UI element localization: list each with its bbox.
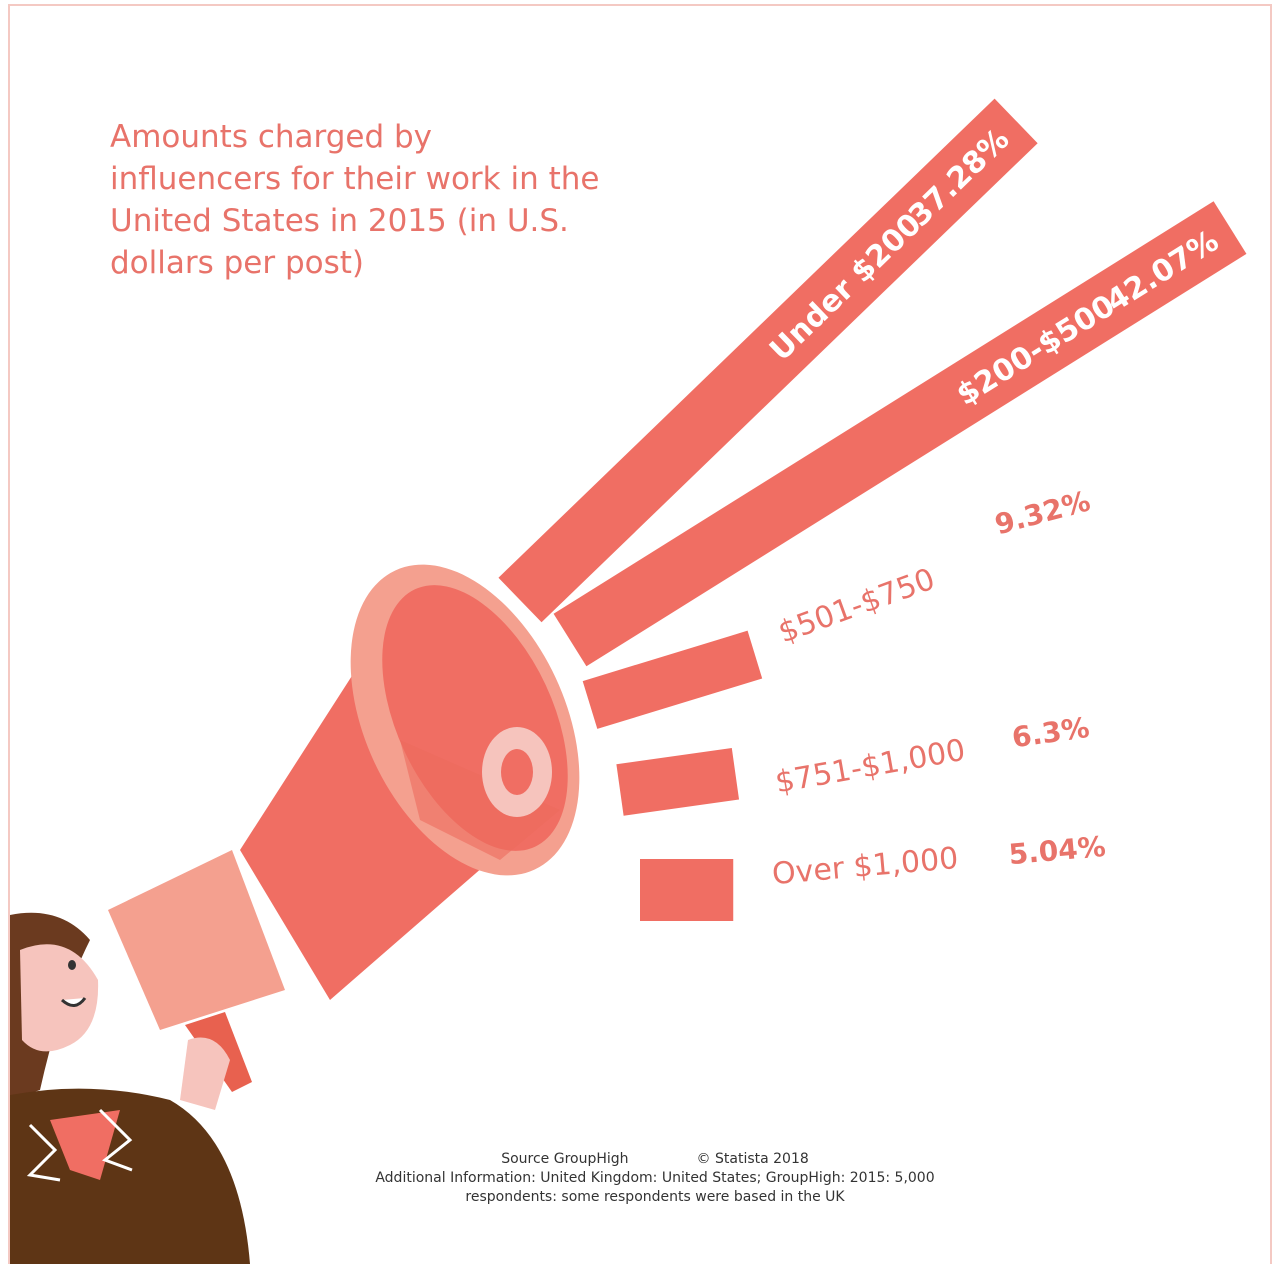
megaphone — [108, 564, 580, 1092]
bar — [640, 859, 734, 921]
bar-group — [640, 859, 734, 921]
category-label: $501-$750 — [774, 562, 940, 651]
value-label: 5.04% — [1007, 830, 1107, 871]
bar — [498, 98, 1038, 623]
note: Additional Information: United Kingdom: … — [375, 1170, 935, 1205]
person — [10, 912, 250, 1264]
category-label: Over $1,000 — [771, 841, 960, 892]
bar — [582, 630, 763, 729]
bar-group — [616, 748, 740, 816]
source: Source GroupHigh — [501, 1151, 629, 1167]
value-label: 9.32% — [991, 484, 1093, 541]
copyright: © Statista 2018 — [696, 1151, 809, 1167]
category-label: $751-$1,000 — [773, 733, 968, 801]
bar-group — [582, 630, 763, 729]
bar — [553, 201, 1247, 667]
value-label: 6.3% — [1010, 711, 1091, 754]
chart-title: Amounts charged by influencers for their… — [110, 119, 600, 281]
bar — [616, 748, 740, 816]
category-label: Under $200 — [763, 207, 929, 369]
footer: Source GroupHigh © Statista 2018 Addition… — [350, 1150, 960, 1207]
frame — [8, 4, 1272, 1264]
